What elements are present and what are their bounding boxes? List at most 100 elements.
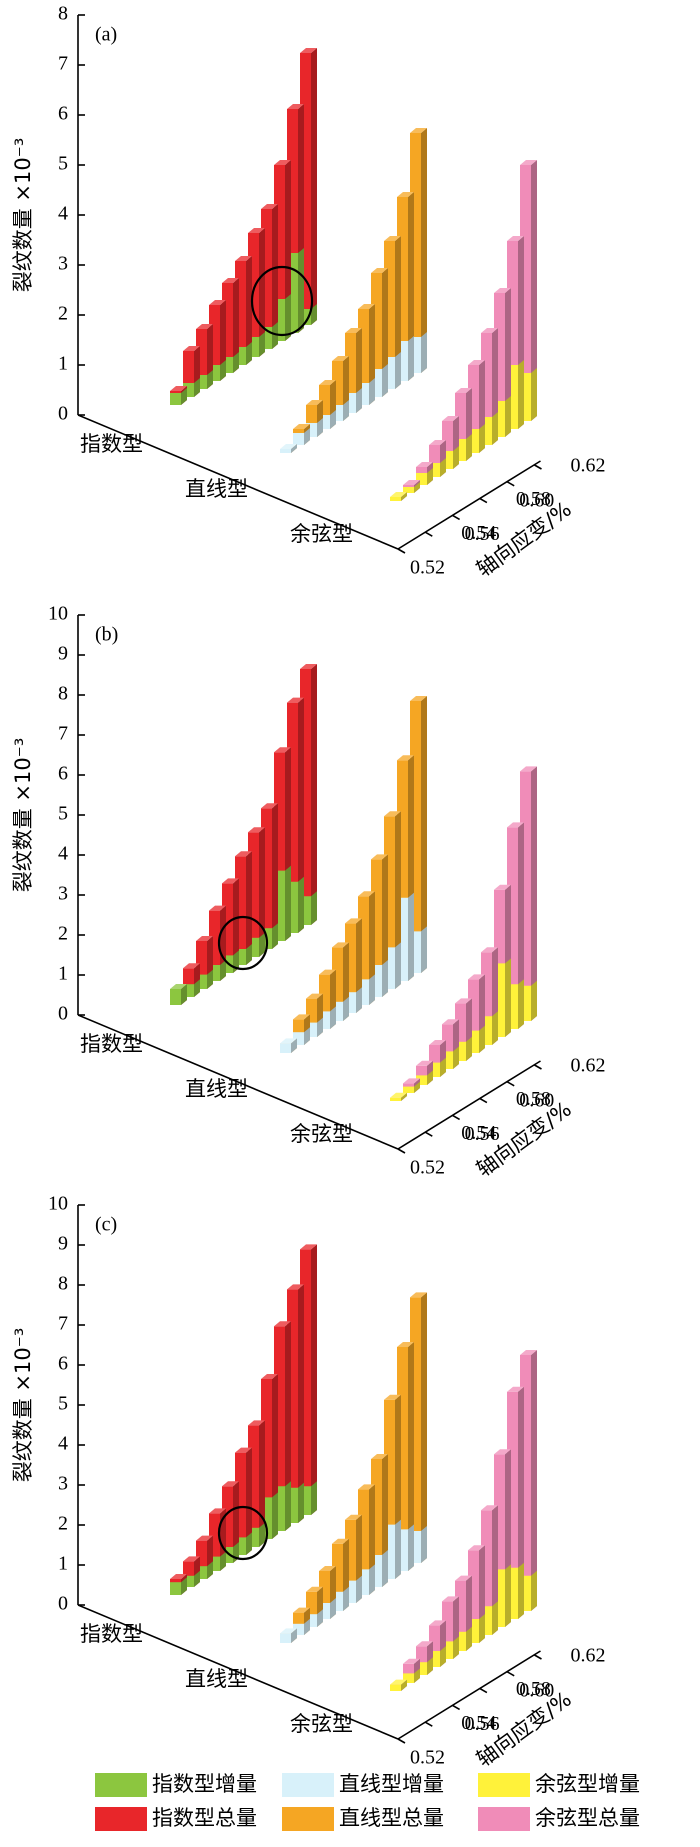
x-tick-label: 0.52 xyxy=(410,557,445,579)
bar-front xyxy=(293,433,304,445)
y-tick-label: 7 xyxy=(58,1313,68,1335)
bar-side xyxy=(298,697,304,933)
bar xyxy=(390,1092,407,1101)
y-tick-label: 9 xyxy=(58,1233,68,1255)
bar-top xyxy=(455,1575,472,1581)
y-tick-label: 7 xyxy=(58,723,68,745)
bar-front xyxy=(280,1043,291,1053)
bar-top xyxy=(306,993,323,999)
x-tick-label: 0.62 xyxy=(571,455,606,477)
bar-top xyxy=(358,891,375,897)
bar-top xyxy=(209,1508,226,1514)
x-tick xyxy=(452,1114,460,1121)
bar-top xyxy=(235,851,252,857)
y-tick-label: 3 xyxy=(58,253,68,275)
bar-side xyxy=(330,1598,336,1619)
bar-top xyxy=(170,1574,187,1579)
bar-top xyxy=(287,104,304,109)
bar-side xyxy=(272,204,278,349)
bar-side xyxy=(246,944,252,965)
bar-top xyxy=(170,984,187,989)
bar-side xyxy=(382,960,388,997)
y-axis-label: 裂纹数量 ×10⁻³ xyxy=(11,1328,35,1483)
group-label: 余弦型 xyxy=(290,1712,353,1736)
bar-side xyxy=(421,696,427,973)
y-tick-label: 4 xyxy=(58,203,68,225)
bar-side xyxy=(518,360,524,429)
x-tick xyxy=(424,531,433,537)
strain-axis xyxy=(397,460,541,550)
bar-side xyxy=(311,48,317,325)
bar-front xyxy=(170,1582,181,1595)
bar-side xyxy=(311,304,317,325)
bar-side xyxy=(531,368,537,421)
bar-side xyxy=(421,1526,427,1563)
bar-front xyxy=(390,1684,401,1691)
bar-top xyxy=(371,854,388,860)
bar-side xyxy=(382,1550,388,1587)
bar-side xyxy=(207,1561,213,1579)
bar-side xyxy=(298,248,304,333)
y-tick-label: 8 xyxy=(58,1273,68,1295)
group-label: 余弦型 xyxy=(290,522,353,546)
bar-top xyxy=(481,328,498,333)
bar-top xyxy=(410,1292,427,1298)
y-tick-label: 9 xyxy=(58,643,68,665)
bar-top xyxy=(287,697,304,703)
bar-side xyxy=(285,294,291,341)
bar-top xyxy=(442,1019,459,1025)
bar-top xyxy=(222,878,239,884)
bar-top xyxy=(397,755,414,761)
x-tick-label: 0.60 xyxy=(519,489,554,511)
bar-front xyxy=(403,487,414,493)
bar-side xyxy=(408,336,414,381)
bar-side xyxy=(181,388,187,405)
bar-side xyxy=(492,412,498,445)
y-tick-label: 1 xyxy=(58,1553,68,1575)
bar-top xyxy=(209,905,226,911)
x-tick xyxy=(506,1671,515,1677)
x-tick-label: 0.52 xyxy=(410,1747,445,1769)
bar-side xyxy=(466,434,472,461)
bar-top xyxy=(306,1586,323,1592)
bar-top xyxy=(384,811,401,817)
bar-top xyxy=(248,228,265,233)
x-tick-label: 0.62 xyxy=(571,1055,606,1077)
bar-side xyxy=(220,300,226,381)
bar-top xyxy=(300,48,317,53)
bar-side xyxy=(382,268,388,397)
bar-side xyxy=(343,400,349,421)
bar-side xyxy=(369,378,375,405)
strain-axis xyxy=(397,1650,541,1740)
bar xyxy=(170,1577,187,1595)
bar-top xyxy=(248,1420,265,1426)
bar-top xyxy=(494,1449,511,1455)
bar-side xyxy=(343,996,349,1021)
bar-side xyxy=(194,979,200,997)
bar-side xyxy=(272,803,278,949)
bar-side xyxy=(311,1244,317,1515)
bar-side xyxy=(453,446,459,469)
bar-top xyxy=(507,822,524,828)
bar-top xyxy=(455,998,472,1004)
bar-top xyxy=(183,963,200,969)
bar xyxy=(293,428,310,445)
y-tick-label: 0 xyxy=(58,1593,68,1615)
bar-side xyxy=(421,332,427,373)
x-tick xyxy=(534,464,542,470)
x-tick-label: 0.58 xyxy=(516,1088,551,1110)
y-tick-label: 2 xyxy=(58,923,68,945)
bar-front xyxy=(280,1633,291,1643)
y-tick-label: 8 xyxy=(58,3,68,25)
x-tick-label: 0.54 xyxy=(461,1122,496,1144)
bar-top xyxy=(455,388,472,393)
bar xyxy=(280,444,297,453)
bar-top xyxy=(261,1374,278,1379)
bar xyxy=(416,468,433,485)
bar-side xyxy=(414,482,420,493)
bar-side xyxy=(369,1564,375,1595)
bar-side xyxy=(330,410,336,429)
panel-label: (a) xyxy=(95,24,117,46)
bar-side xyxy=(272,322,278,349)
